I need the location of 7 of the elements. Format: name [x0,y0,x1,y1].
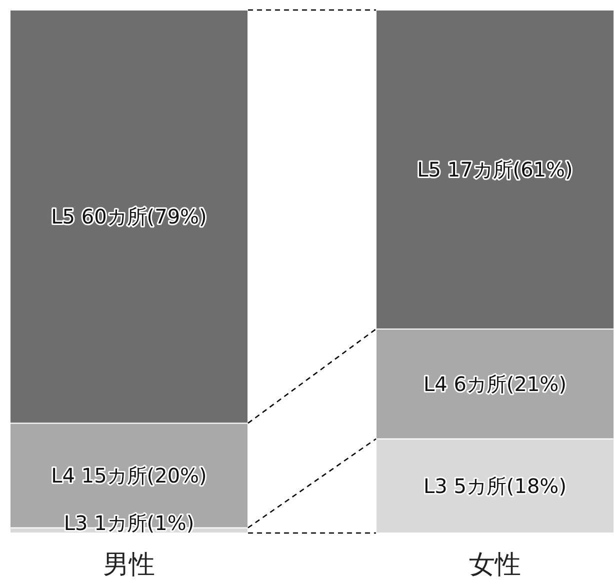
data-label: L3 5カ所(18%) [423,474,567,498]
x-tick-label: 女性 [469,550,521,580]
data-label: L4 6カ所(21%) [423,372,567,396]
data-label: L5 17カ所(61%) [417,158,573,182]
data-label: L5 60カ所(79%) [51,204,207,229]
x-tick-label: 男性 [103,550,155,580]
data-label: L4 15カ所(20%) [51,463,207,488]
